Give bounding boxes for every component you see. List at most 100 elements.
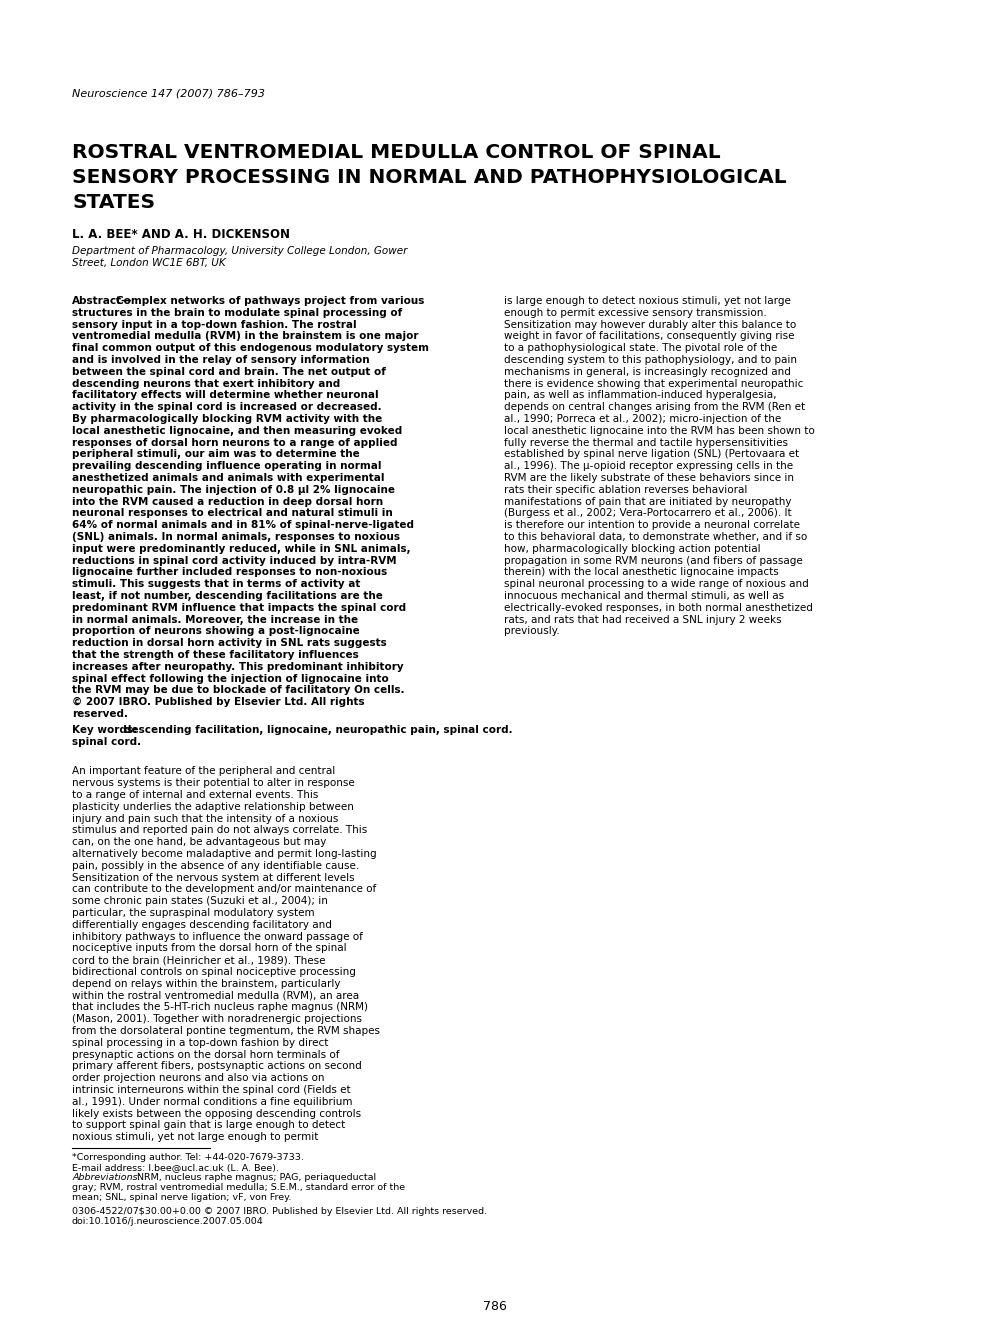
Text: presynaptic actions on the dorsal horn terminals of: presynaptic actions on the dorsal horn t… [72, 1049, 340, 1060]
Text: (Burgess et al., 2002; Vera-Portocarrero et al., 2006). It: (Burgess et al., 2002; Vera-Portocarrero… [504, 508, 792, 519]
Text: *Corresponding author. Tel: +44-020-7679-3733.: *Corresponding author. Tel: +44-020-7679… [72, 1152, 304, 1162]
Text: between the spinal cord and brain. The net output of: between the spinal cord and brain. The n… [72, 367, 386, 376]
Text: spinal cord.: spinal cord. [72, 737, 142, 747]
Text: and is involved in the relay of sensory information: and is involved in the relay of sensory … [72, 355, 369, 366]
Text: previously.: previously. [504, 627, 559, 636]
Text: (Mason, 2001). Together with noradrenergic projections: (Mason, 2001). Together with noradrenerg… [72, 1014, 362, 1024]
Text: facilitatory effects will determine whether neuronal: facilitatory effects will determine whet… [72, 391, 378, 400]
Text: mechanisms in general, is increasingly recognized and: mechanisms in general, is increasingly r… [504, 367, 791, 376]
Text: therein) with the local anesthetic lignocaine impacts: therein) with the local anesthetic ligno… [504, 568, 779, 577]
Text: Abbreviations:: Abbreviations: [72, 1173, 141, 1181]
Text: spinal processing in a top-down fashion by direct: spinal processing in a top-down fashion … [72, 1038, 329, 1048]
Text: bidirectional controls on spinal nociceptive processing: bidirectional controls on spinal nocicep… [72, 968, 355, 977]
Text: lignocaine further included responses to non-noxious: lignocaine further included responses to… [72, 568, 387, 577]
Text: that includes the 5-HT-rich nucleus raphe magnus (NRM): that includes the 5-HT-rich nucleus raph… [72, 1002, 368, 1012]
Text: to support spinal gain that is large enough to detect: to support spinal gain that is large eno… [72, 1121, 346, 1130]
Text: established by spinal nerve ligation (SNL) (Pertovaara et: established by spinal nerve ligation (SN… [504, 449, 799, 459]
Text: neuropathic pain. The injection of 0.8 μl 2% lignocaine: neuropathic pain. The injection of 0.8 μ… [72, 484, 395, 495]
Text: responses of dorsal horn neurons to a range of applied: responses of dorsal horn neurons to a ra… [72, 438, 398, 447]
Text: L. A. BEE* AND A. H. DICKENSON: L. A. BEE* AND A. H. DICKENSON [72, 228, 290, 242]
Text: noxious stimuli, yet not large enough to permit: noxious stimuli, yet not large enough to… [72, 1133, 319, 1142]
Text: increases after neuropathy. This predominant inhibitory: increases after neuropathy. This predomi… [72, 661, 404, 672]
Text: alternatively become maladaptive and permit long-lasting: alternatively become maladaptive and per… [72, 849, 376, 859]
Text: how, pharmacologically blocking action potential: how, pharmacologically blocking action p… [504, 544, 760, 554]
Text: depends on central changes arising from the RVM (Ren et: depends on central changes arising from … [504, 403, 805, 412]
Text: rats, and rats that had received a SNL injury 2 weeks: rats, and rats that had received a SNL i… [504, 615, 782, 624]
Text: Key words:: Key words: [72, 725, 141, 735]
Text: Abstract—: Abstract— [72, 296, 133, 306]
Text: al., 1996). The μ-opioid receptor expressing cells in the: al., 1996). The μ-opioid receptor expres… [504, 461, 793, 471]
Text: some chronic pain states (Suzuki et al., 2004); in: some chronic pain states (Suzuki et al.,… [72, 896, 328, 907]
Text: NRM, nucleus raphe magnus; PAG, periaqueductal: NRM, nucleus raphe magnus; PAG, periaque… [134, 1173, 376, 1181]
Text: neuronal responses to electrical and natural stimuli in: neuronal responses to electrical and nat… [72, 508, 393, 519]
Text: input were predominantly reduced, while in SNL animals,: input were predominantly reduced, while … [72, 544, 411, 554]
Text: An important feature of the peripheral and central: An important feature of the peripheral a… [72, 767, 336, 776]
Text: to a pathophysiological state. The pivotal role of the: to a pathophysiological state. The pivot… [504, 343, 777, 354]
Text: that the strength of these facilitatory influences: that the strength of these facilitatory … [72, 649, 358, 660]
Text: 64% of normal animals and in 81% of spinal-nerve-ligated: 64% of normal animals and in 81% of spin… [72, 520, 414, 531]
Text: likely exists between the opposing descending controls: likely exists between the opposing desce… [72, 1109, 361, 1118]
Text: pain, possibly in the absence of any identifiable cause.: pain, possibly in the absence of any ide… [72, 861, 359, 871]
Text: ROSTRAL VENTROMEDIAL MEDULLA CONTROL OF SPINAL: ROSTRAL VENTROMEDIAL MEDULLA CONTROL OF … [72, 143, 721, 162]
Text: E-mail address: l.bee@ucl.ac.uk (L. A. Bee).: E-mail address: l.bee@ucl.ac.uk (L. A. B… [72, 1163, 279, 1172]
Text: reserved.: reserved. [72, 709, 128, 719]
Text: Sensitization of the nervous system at different levels: Sensitization of the nervous system at d… [72, 873, 354, 883]
Text: injury and pain such that the intensity of a noxious: injury and pain such that the intensity … [72, 813, 339, 824]
Text: the RVM may be due to blockade of facilitatory On cells.: the RVM may be due to blockade of facili… [72, 685, 405, 696]
Text: weight in favor of facilitations, consequently giving rise: weight in favor of facilitations, conseq… [504, 331, 795, 342]
Text: electrically-evoked responses, in both normal anesthetized: electrically-evoked responses, in both n… [504, 603, 813, 612]
Text: stimulus and reported pain do not always correlate. This: stimulus and reported pain do not always… [72, 825, 367, 836]
Text: STATES: STATES [72, 193, 155, 213]
Text: Neuroscience 147 (2007) 786–793: Neuroscience 147 (2007) 786–793 [72, 88, 265, 98]
Text: al., 1990; Porreca et al., 2002); micro-injection of the: al., 1990; Porreca et al., 2002); micro-… [504, 414, 781, 424]
Text: peripheral stimuli, our aim was to determine the: peripheral stimuli, our aim was to deter… [72, 449, 359, 459]
Text: Street, London WC1E 6BT, UK: Street, London WC1E 6BT, UK [72, 257, 226, 268]
Text: ventromedial medulla (RVM) in the brainstem is one major: ventromedial medulla (RVM) in the brains… [72, 331, 419, 342]
Text: proportion of neurons showing a post-lignocaine: proportion of neurons showing a post-lig… [72, 627, 359, 636]
Text: plasticity underlies the adaptive relationship between: plasticity underlies the adaptive relati… [72, 801, 353, 812]
Text: is large enough to detect noxious stimuli, yet not large: is large enough to detect noxious stimul… [504, 296, 791, 306]
Text: intrinsic interneurons within the spinal cord (Fields et: intrinsic interneurons within the spinal… [72, 1085, 350, 1096]
Text: sensory input in a top-down fashion. The rostral: sensory input in a top-down fashion. The… [72, 319, 356, 330]
Text: al., 1991). Under normal conditions a fine equilibrium: al., 1991). Under normal conditions a fi… [72, 1097, 352, 1106]
Text: to this behavioral data, to demonstrate whether, and if so: to this behavioral data, to demonstrate … [504, 532, 807, 543]
Text: propagation in some RVM neurons (and fibers of passage: propagation in some RVM neurons (and fib… [504, 556, 803, 565]
Text: Sensitization may however durably alter this balance to: Sensitization may however durably alter … [504, 319, 796, 330]
Text: there is evidence showing that experimental neuropathic: there is evidence showing that experimen… [504, 379, 803, 388]
Text: order projection neurons and also via actions on: order projection neurons and also via ac… [72, 1073, 325, 1084]
Text: nociceptive inputs from the dorsal horn of the spinal: nociceptive inputs from the dorsal horn … [72, 944, 346, 953]
Text: in normal animals. Moreover, the increase in the: in normal animals. Moreover, the increas… [72, 615, 358, 624]
Text: Complex networks of pathways project from various: Complex networks of pathways project fro… [116, 296, 425, 306]
Text: local anesthetic lignocaine, and then measuring evoked: local anesthetic lignocaine, and then me… [72, 426, 402, 436]
Text: manifestations of pain that are initiated by neuropathy: manifestations of pain that are initiate… [504, 496, 791, 507]
Text: can, on the one hand, be advantageous but may: can, on the one hand, be advantageous bu… [72, 837, 327, 847]
Text: SENSORY PROCESSING IN NORMAL AND PATHOPHYSIOLOGICAL: SENSORY PROCESSING IN NORMAL AND PATHOPH… [72, 168, 787, 187]
Text: © 2007 IBRO. Published by Elsevier Ltd. All rights: © 2007 IBRO. Published by Elsevier Ltd. … [72, 697, 364, 708]
Text: descending facilitation, lignocaine, neuropathic pain, spinal cord.: descending facilitation, lignocaine, neu… [124, 725, 513, 735]
Text: By pharmacologically blocking RVM activity with the: By pharmacologically blocking RVM activi… [72, 414, 382, 424]
Text: primary afferent fibers, postsynaptic actions on second: primary afferent fibers, postsynaptic ac… [72, 1061, 361, 1072]
Text: (SNL) animals. In normal animals, responses to noxious: (SNL) animals. In normal animals, respon… [72, 532, 400, 543]
Text: least, if not number, descending facilitations are the: least, if not number, descending facilit… [72, 591, 383, 601]
Text: local anesthetic lignocaine into the RVM has been shown to: local anesthetic lignocaine into the RVM… [504, 426, 815, 436]
Text: differentially engages descending facilitatory and: differentially engages descending facili… [72, 920, 332, 929]
Text: nervous systems is their potential to alter in response: nervous systems is their potential to al… [72, 779, 354, 788]
Text: 0306-4522/07$30.00+0.00 © 2007 IBRO. Published by Elsevier Ltd. All rights reser: 0306-4522/07$30.00+0.00 © 2007 IBRO. Pub… [72, 1206, 487, 1216]
Text: rats their specific ablation reverses behavioral: rats their specific ablation reverses be… [504, 484, 747, 495]
Text: into the RVM caused a reduction in deep dorsal horn: into the RVM caused a reduction in deep … [72, 496, 383, 507]
Text: cord to the brain (Heinricher et al., 1989). These: cord to the brain (Heinricher et al., 19… [72, 956, 326, 965]
Text: spinal neuronal processing to a wide range of noxious and: spinal neuronal processing to a wide ran… [504, 579, 809, 589]
Text: reductions in spinal cord activity induced by intra-RVM: reductions in spinal cord activity induc… [72, 556, 397, 565]
Text: particular, the supraspinal modulatory system: particular, the supraspinal modulatory s… [72, 908, 315, 917]
Text: mean; SNL, spinal nerve ligation; vF, von Frey.: mean; SNL, spinal nerve ligation; vF, vo… [72, 1193, 291, 1203]
Text: structures in the brain to modulate spinal processing of: structures in the brain to modulate spin… [72, 308, 402, 318]
Text: enough to permit excessive sensory transmission.: enough to permit excessive sensory trans… [504, 308, 766, 318]
Text: inhibitory pathways to influence the onward passage of: inhibitory pathways to influence the onw… [72, 932, 363, 941]
Text: pain, as well as inflammation-induced hyperalgesia,: pain, as well as inflammation-induced hy… [504, 391, 776, 400]
Text: predominant RVM influence that impacts the spinal cord: predominant RVM influence that impacts t… [72, 603, 406, 612]
Text: innocuous mechanical and thermal stimuli, as well as: innocuous mechanical and thermal stimuli… [504, 591, 784, 601]
Text: within the rostral ventromedial medulla (RVM), an area: within the rostral ventromedial medulla … [72, 990, 359, 1001]
Text: final common output of this endogenous modulatory system: final common output of this endogenous m… [72, 343, 429, 354]
Text: prevailing descending influence operating in normal: prevailing descending influence operatin… [72, 461, 381, 471]
Text: to a range of internal and external events. This: to a range of internal and external even… [72, 789, 319, 800]
